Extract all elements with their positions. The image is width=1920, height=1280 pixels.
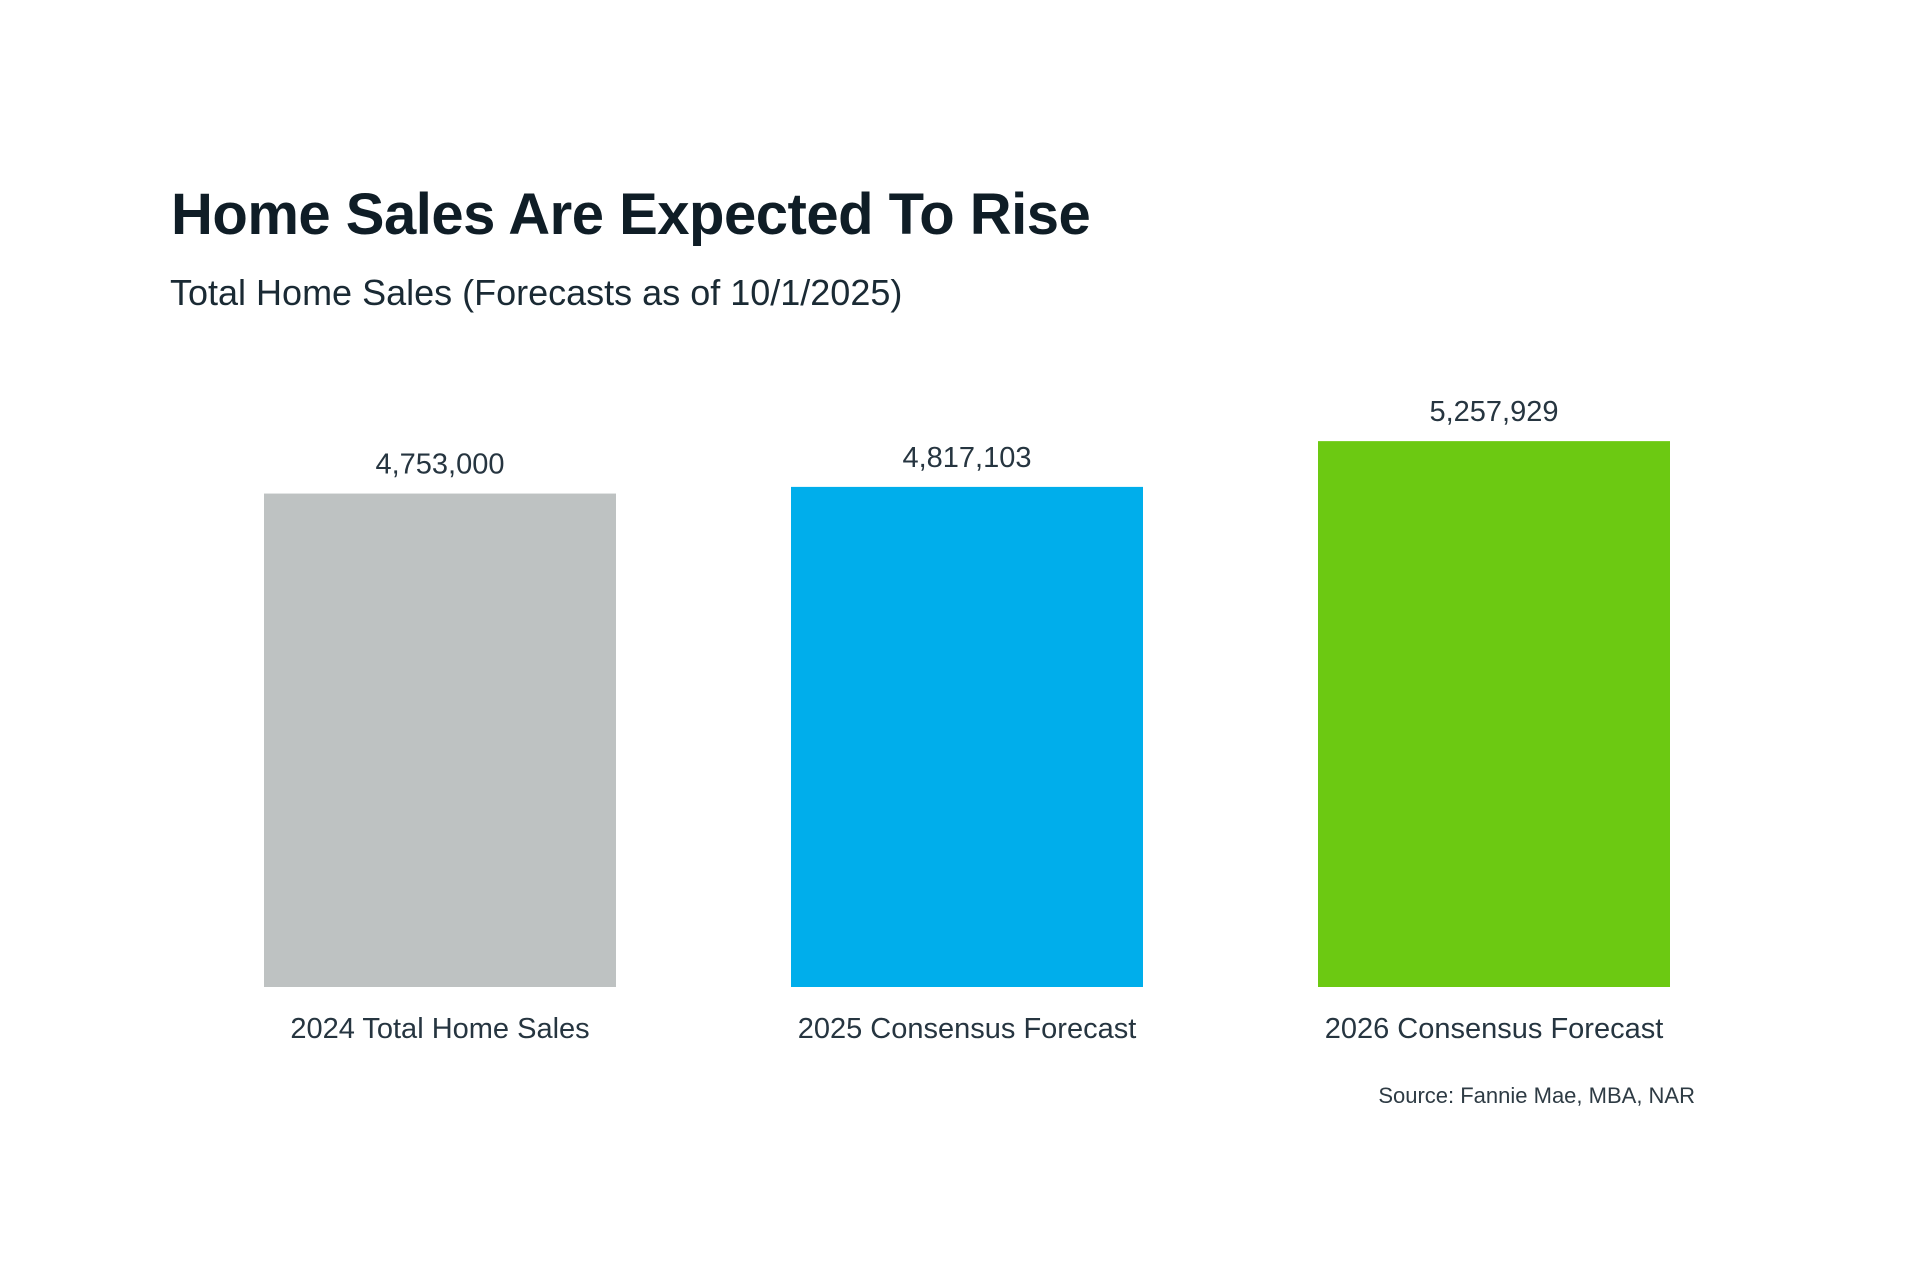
bar-0: [264, 493, 616, 987]
bar-1: [791, 486, 1143, 987]
value-label-2: 5,257,929: [1429, 396, 1558, 428]
value-label-0: 4,753,000: [375, 449, 504, 481]
source-note: Source: Fannie Mae, MBA, NAR: [1378, 1083, 1695, 1108]
chart-title: Home Sales Are Expected To Rise: [171, 182, 1091, 247]
category-label-2: 2026 Consensus Forecast: [1325, 1013, 1664, 1045]
value-label-1: 4,817,103: [902, 442, 1031, 474]
bar-2: [1318, 441, 1670, 988]
category-label-1: 2025 Consensus Forecast: [798, 1013, 1137, 1045]
chart-subtitle: Total Home Sales (Forecasts as of 10/1/2…: [170, 272, 903, 313]
category-label-0: 2024 Total Home Sales: [290, 1013, 589, 1045]
